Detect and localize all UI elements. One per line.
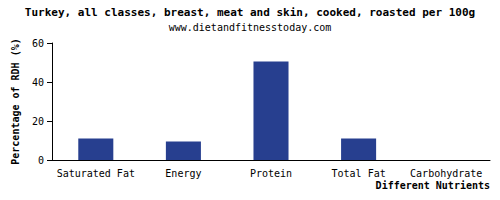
svg-text:Turkey, all classes, breast, m: Turkey, all classes, breast, meat and sk…	[25, 6, 475, 19]
svg-text:0: 0	[38, 155, 44, 166]
svg-text:20: 20	[32, 116, 44, 127]
svg-text:Protein: Protein	[250, 168, 292, 179]
svg-text:Saturated Fat: Saturated Fat	[57, 168, 135, 179]
svg-text:60: 60	[32, 38, 44, 49]
svg-text:Carbohydrate: Carbohydrate	[410, 168, 482, 179]
svg-text:Energy: Energy	[165, 168, 201, 179]
svg-text:www.dietandfitnesstoday.com: www.dietandfitnesstoday.com	[169, 22, 332, 33]
svg-text:Different Nutrients: Different Nutrients	[376, 180, 490, 191]
svg-text:40: 40	[32, 77, 44, 88]
svg-text:Percentage of RDH (%): Percentage of RDH (%)	[10, 38, 21, 164]
svg-text:Total Fat: Total Fat	[332, 168, 386, 179]
